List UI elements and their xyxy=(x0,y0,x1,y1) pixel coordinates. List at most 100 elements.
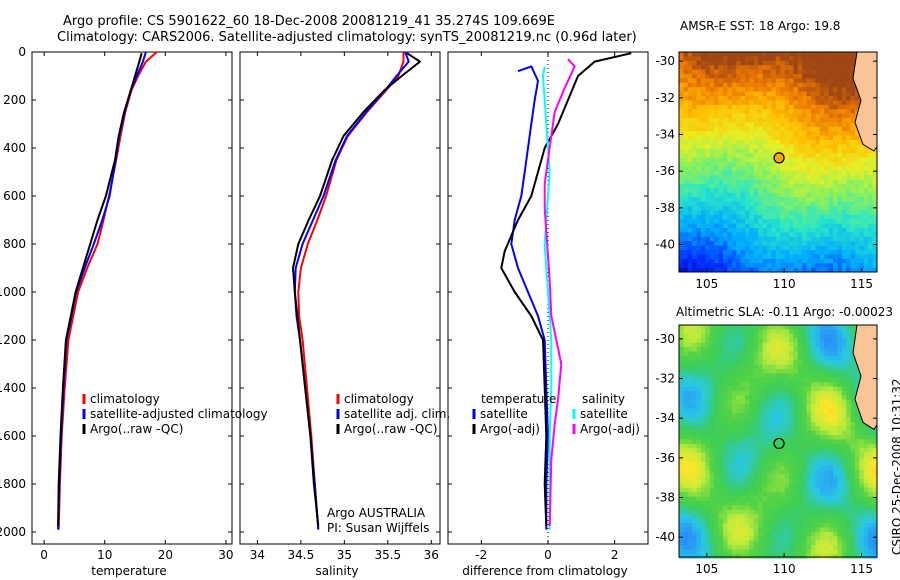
map-cell xyxy=(727,421,733,427)
map-cell xyxy=(731,470,737,475)
map-cell xyxy=(824,210,829,216)
map-cell xyxy=(797,523,803,528)
map-cell xyxy=(736,223,741,229)
map-cell xyxy=(714,545,719,550)
map-cell xyxy=(837,333,843,339)
map-cell xyxy=(771,430,777,436)
map-cell xyxy=(828,122,834,128)
map-cell xyxy=(696,82,702,88)
map-cell xyxy=(824,179,829,185)
map-cell xyxy=(687,87,693,92)
map-cell xyxy=(833,166,838,172)
map-cell xyxy=(837,452,843,458)
map-cell xyxy=(780,245,785,251)
map-cell xyxy=(696,373,702,379)
map-cell xyxy=(723,439,728,445)
map-cell xyxy=(815,492,821,497)
map-cell xyxy=(811,461,816,467)
map-cell xyxy=(749,118,755,123)
map-cell xyxy=(780,382,785,387)
map-cell xyxy=(828,443,834,449)
map-cell xyxy=(797,430,803,436)
map-cell xyxy=(687,175,693,180)
map-cell xyxy=(718,540,724,546)
map-cell xyxy=(687,404,693,409)
map-cell xyxy=(775,545,781,550)
map-cell xyxy=(749,492,755,497)
map-cell xyxy=(771,56,777,62)
map-cell xyxy=(859,501,865,506)
map-cell xyxy=(749,430,755,436)
map-cell xyxy=(731,214,737,220)
map-cell xyxy=(762,131,768,136)
map-cell xyxy=(745,206,750,211)
map-cell xyxy=(859,549,865,555)
map-cell xyxy=(784,100,790,106)
map-cell xyxy=(727,461,733,467)
map-cell xyxy=(714,399,719,405)
map-cell xyxy=(837,391,843,396)
map-cell xyxy=(771,78,777,84)
map-cell xyxy=(753,184,759,189)
map-cell xyxy=(780,470,785,475)
map-cell xyxy=(789,492,794,497)
map-cell xyxy=(859,166,865,172)
map-cell xyxy=(705,501,711,506)
map-cell xyxy=(771,87,777,92)
map-cell xyxy=(731,162,737,167)
map-cell xyxy=(701,144,706,150)
map-cell xyxy=(709,91,715,97)
map-cell xyxy=(679,197,684,202)
map-cell xyxy=(789,518,794,524)
map-cell xyxy=(753,254,759,260)
map-cell xyxy=(731,338,737,343)
map-cell xyxy=(850,184,856,189)
map-cell xyxy=(736,91,741,97)
map-cell xyxy=(745,69,750,75)
map-cell xyxy=(740,197,746,202)
map-cell xyxy=(824,347,829,352)
map-cell xyxy=(714,338,719,343)
map-cell xyxy=(824,509,829,515)
map-cell xyxy=(855,170,860,176)
map-cell xyxy=(740,421,746,427)
map-cell xyxy=(824,263,829,268)
map-cell xyxy=(771,470,777,475)
map-cell xyxy=(784,382,790,387)
map-cell xyxy=(762,518,768,524)
map-cell xyxy=(828,250,834,255)
map-cell xyxy=(784,391,790,396)
map-cell xyxy=(683,536,689,541)
map-cell xyxy=(687,492,693,497)
map-cell xyxy=(837,540,843,546)
map-cell xyxy=(828,421,834,427)
map-cell xyxy=(758,342,763,348)
map-cell xyxy=(749,201,755,207)
map-cell xyxy=(789,263,794,268)
map-cell xyxy=(709,201,715,207)
map-cell xyxy=(749,329,755,335)
map-cell xyxy=(758,338,763,343)
map-cell xyxy=(701,78,706,84)
map-cell xyxy=(767,162,772,167)
map-cell xyxy=(797,496,803,502)
map-cell xyxy=(771,82,777,88)
map-cell xyxy=(692,351,697,357)
map-cell xyxy=(850,188,856,194)
map-cell xyxy=(771,373,777,379)
map-cell xyxy=(705,492,711,497)
map-cell xyxy=(723,179,728,185)
map-cell xyxy=(797,333,803,339)
map-cell xyxy=(758,214,763,220)
map-cell xyxy=(727,465,733,471)
map-cell xyxy=(837,219,843,224)
map-cell xyxy=(731,210,737,216)
map-cell xyxy=(868,228,873,233)
map-cell xyxy=(679,509,684,515)
map-cell xyxy=(806,404,812,409)
map-cell xyxy=(859,536,865,541)
map-cell xyxy=(749,421,755,427)
map-cell xyxy=(789,250,794,255)
map-cell xyxy=(762,214,768,220)
map-cell xyxy=(793,126,799,132)
